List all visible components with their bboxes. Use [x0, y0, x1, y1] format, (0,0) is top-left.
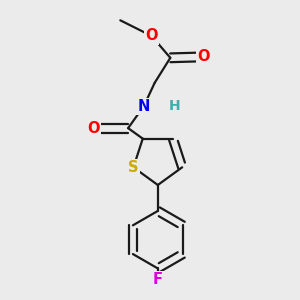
- Text: H: H: [169, 99, 181, 113]
- Text: N: N: [138, 99, 150, 114]
- Text: S: S: [128, 160, 139, 175]
- Text: O: O: [197, 50, 209, 64]
- Text: O: O: [88, 121, 100, 136]
- Text: F: F: [153, 272, 163, 287]
- Text: O: O: [145, 28, 158, 44]
